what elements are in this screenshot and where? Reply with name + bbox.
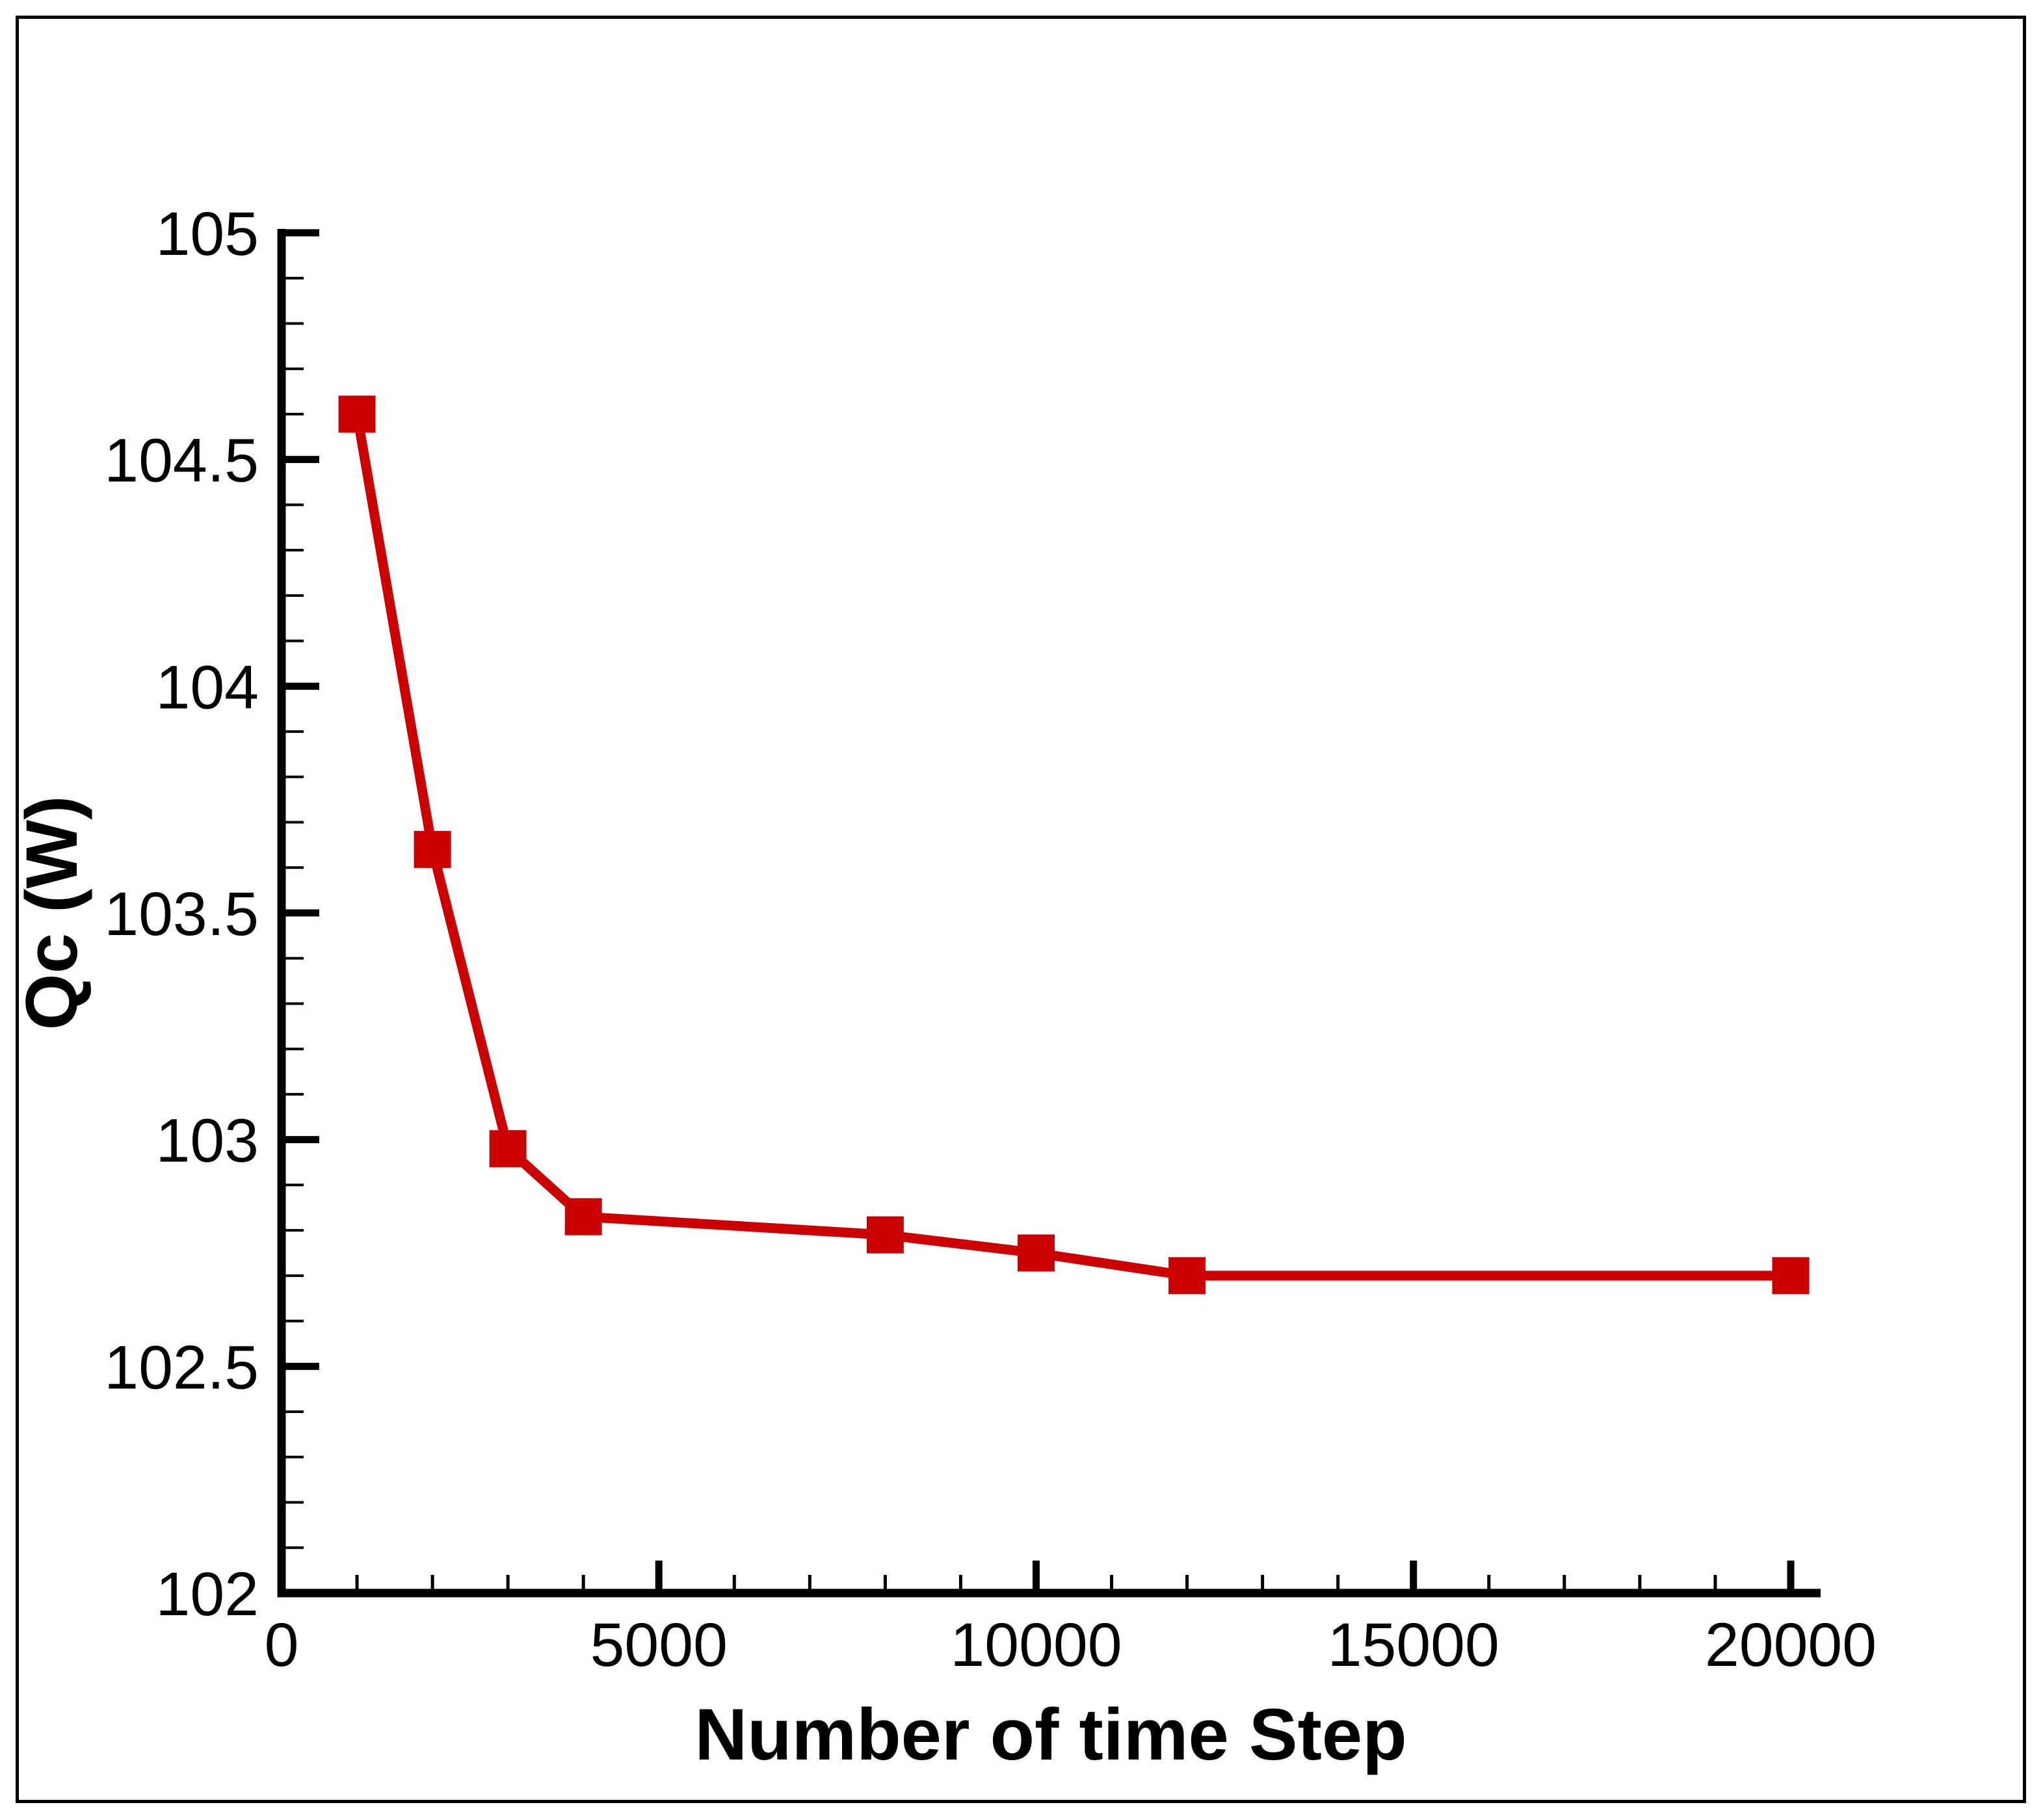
- data-point-marker: [564, 1198, 602, 1235]
- data-point-marker: [414, 830, 451, 868]
- x-tick-label: 15000: [1328, 1611, 1499, 1680]
- y-tick-label: 102: [155, 1560, 259, 1629]
- y-tick-label: 103: [155, 1107, 259, 1176]
- data-series: [338, 395, 1810, 1295]
- series-line: [352, 413, 1791, 1281]
- data-point-marker: [1168, 1257, 1206, 1295]
- y-tick-label: 103.5: [104, 880, 259, 949]
- x-tick-label: 0: [265, 1611, 299, 1680]
- data-point-marker: [1018, 1234, 1055, 1272]
- x-axis-title: Number of time Step: [694, 1694, 1406, 1775]
- figure-border: [16, 16, 2026, 1803]
- data-point-marker: [1772, 1257, 1810, 1295]
- axis-lines: [277, 229, 1821, 1598]
- x-tick-label: 10000: [950, 1611, 1122, 1680]
- axis-labels: Qc (W) Number of time Step: [11, 796, 1407, 1775]
- data-point-marker: [489, 1130, 527, 1168]
- x-tick-label: 20000: [1705, 1611, 1877, 1680]
- y-tick-label: 105: [155, 200, 259, 269]
- y-tick-label: 102.5: [104, 1333, 259, 1402]
- axis-ticks: 102 102.5 103 103.5 104 104.5 105 0 5000 10000 150…: [104, 200, 1877, 1680]
- y-axis-title: Qc (W): [11, 796, 92, 1031]
- data-point-marker: [866, 1216, 904, 1254]
- x-tick-label: 5000: [590, 1611, 728, 1680]
- y-tick-label: 104: [155, 653, 259, 722]
- y-tick-label: 104.5: [104, 427, 259, 495]
- data-point-marker: [338, 395, 376, 433]
